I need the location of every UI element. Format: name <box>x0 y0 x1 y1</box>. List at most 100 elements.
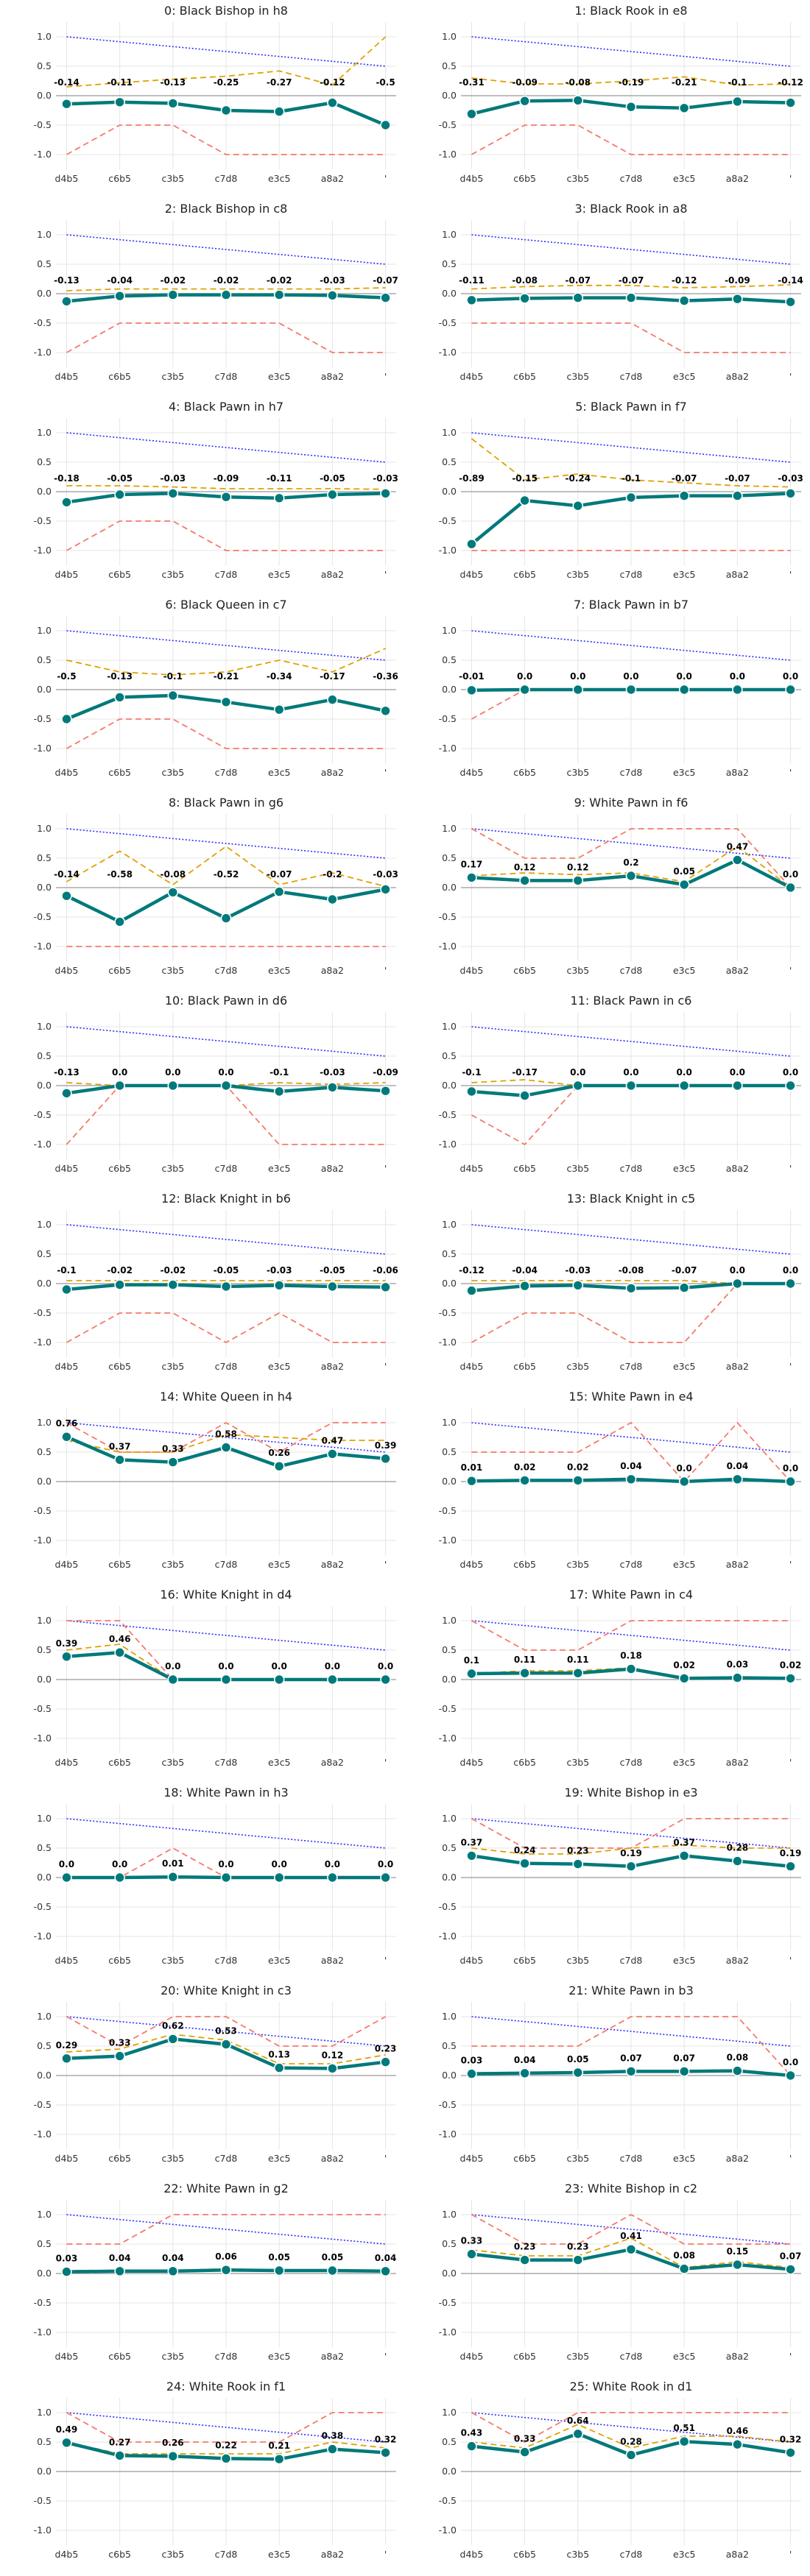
y-tick-label: 0.0 <box>442 1476 457 1487</box>
data-label: -0.1 <box>621 473 641 484</box>
x-tick-label: c6b5 <box>513 767 536 778</box>
data-label: 0.02 <box>780 1660 802 1670</box>
data-point <box>220 1080 232 1091</box>
x-tick-label: c7d8 <box>215 1163 238 1174</box>
data-point <box>273 1674 285 1685</box>
x-tick-label: e3c5 <box>268 569 290 580</box>
data-label: 0.0 <box>517 671 532 682</box>
reference-line-blue <box>471 1224 791 1255</box>
data-label: 0.06 <box>215 2251 237 2262</box>
x-tick-label: c3b5 <box>161 2351 184 2362</box>
data-label: -0.52 <box>214 869 239 880</box>
data-label: 0.0 <box>378 1661 393 1671</box>
series-line-red <box>471 2016 792 2076</box>
x-tick-label: e3c5 <box>673 1361 695 1372</box>
data-point <box>785 1278 796 1289</box>
data-label: -0.27 <box>267 77 292 88</box>
data-point <box>114 692 125 703</box>
chart-svg: 25: White Rook in d1 1.0 0.5 0.0 -0.5 -1.0 d4b… <box>439 2379 802 2560</box>
data-label: -0.03 <box>320 1067 345 1078</box>
x-tick-label: c7d8 <box>215 1559 238 1570</box>
y-tick-label: -1.0 <box>34 545 52 556</box>
data-point <box>61 1431 72 1443</box>
data-point <box>380 119 391 131</box>
data-point <box>625 292 637 303</box>
chart-panel: 21: White Pawn in b3 1.0 0.5 0.0 -0.5 -1.0 d4b… <box>405 1980 810 2178</box>
data-point <box>273 1460 285 1472</box>
data-point <box>114 489 125 500</box>
chart-svg: 21: White Pawn in b3 1.0 0.5 0.0 -0.5 -1.0 d4b… <box>439 1984 801 2164</box>
data-label: 0.32 <box>780 2434 802 2444</box>
data-point <box>114 916 125 927</box>
data-point <box>327 1281 338 1292</box>
chart-title: 25: White Rook in d1 <box>570 2379 693 2393</box>
y-tick-label: 1.0 <box>442 427 457 438</box>
data-label: 0.04 <box>620 1461 642 1471</box>
x-tick-label: e3c5 <box>268 1559 290 1570</box>
data-label: 0.0 <box>783 671 798 682</box>
data-label: -0.13 <box>54 275 80 286</box>
reference-line-blue <box>66 1818 386 1849</box>
chart-svg: 17: White Pawn in c4 1.0 0.5 0.0 -0.5 -1.0 d4b… <box>439 1588 802 1768</box>
chart-svg: 18: White Pawn in h3 1.0 0.5 0.0 -0.5 -1.0 d4b… <box>34 1786 396 1966</box>
chart-svg: 15: White Pawn in e4 1.0 0.5 0.0 -0.5 -1.0 d4b… <box>439 1390 801 1570</box>
chart-title: 9: White Pawn in f6 <box>574 796 688 810</box>
chart-panel: 13: Black Knight in c5 1.0 0.5 0.0 -0.5 -1.0 d… <box>405 1188 810 1386</box>
chart-title: 11: Black Pawn in c6 <box>571 994 692 1008</box>
data-point <box>61 296 72 307</box>
data-label: 0.39 <box>375 1440 397 1451</box>
data-label: -0.02 <box>161 275 186 286</box>
data-point <box>519 1858 530 1869</box>
data-label: 0.0 <box>677 1067 692 1078</box>
reference-line-blue <box>66 234 386 265</box>
data-point <box>114 1454 125 1465</box>
x-tick-label: d4b5 <box>460 767 484 778</box>
reference-line-blue <box>471 630 791 661</box>
data-point <box>572 684 584 696</box>
x-tick-label: a8a2 <box>321 1163 344 1174</box>
data-point <box>167 488 179 499</box>
y-tick-label: -1.0 <box>439 2524 457 2536</box>
x-tick-label: e3c5 <box>673 1559 695 1570</box>
y-tick-label: 0.5 <box>442 2238 457 2249</box>
chart-svg: 6: Black Queen in c7 1.0 0.5 0.0 -0.5 -1.0 d4b… <box>34 598 398 778</box>
data-label: 0.41 <box>620 2231 642 2241</box>
y-tick-label: 1.0 <box>442 2011 457 2022</box>
data-label: -0.04 <box>512 1265 538 1275</box>
data-label: 0.08 <box>727 2053 749 2063</box>
data-label: 0.02 <box>567 1462 589 1472</box>
data-point <box>273 2453 285 2465</box>
data-label: 0.28 <box>620 2437 642 2447</box>
y-tick-label: 0.0 <box>442 1080 457 1091</box>
data-label: 0.23 <box>567 2242 589 2252</box>
x-tick-label: c7d8 <box>620 173 643 184</box>
x-tick-label: c3b5 <box>161 1361 184 1372</box>
chart-panel: 18: White Pawn in h3 1.0 0.5 0.0 -0.5 -1.0 d4b… <box>0 1782 405 1980</box>
data-label: 0.26 <box>268 1448 290 1458</box>
x-tick-label: a8a2 <box>726 1757 749 1768</box>
data-label: 0.11 <box>514 1655 536 1665</box>
x-tick-label: d4b5 <box>55 569 79 580</box>
data-point <box>519 2067 530 2079</box>
data-point <box>220 105 232 116</box>
data-label: 0.43 <box>461 2428 483 2438</box>
y-tick-label: -0.5 <box>439 1307 457 1318</box>
data-label: 0.38 <box>322 2431 344 2441</box>
x-tick-label: d4b5 <box>55 1757 79 1768</box>
y-tick-label: 0.0 <box>37 1674 52 1685</box>
x-tick-label: d4b5 <box>460 965 484 976</box>
chart-svg: 10: Black Pawn in d6 1.0 0.5 0.0 -0.5 -1.0 d4b… <box>34 994 398 1174</box>
data-label: 0.0 <box>730 1265 745 1275</box>
x-tick-label: ' <box>384 767 387 778</box>
y-tick-label: -0.5 <box>439 515 457 526</box>
reference-line-blue <box>471 1818 791 1849</box>
chart-title: 8: Black Pawn in g6 <box>169 796 284 810</box>
y-tick-label: -0.5 <box>439 1109 457 1120</box>
x-tick-label: a8a2 <box>321 965 344 976</box>
data-point <box>732 1278 743 1289</box>
chart-svg: 24: White Rook in f1 1.0 0.5 0.0 -0.5 -1.0 d4b… <box>34 2379 397 2560</box>
x-tick-label: d4b5 <box>460 1361 484 1372</box>
chart-svg: 14: White Queen in h4 1.0 0.5 0.0 -0.5 -1.0 d4… <box>34 1390 397 1570</box>
data-point <box>519 1090 530 1101</box>
